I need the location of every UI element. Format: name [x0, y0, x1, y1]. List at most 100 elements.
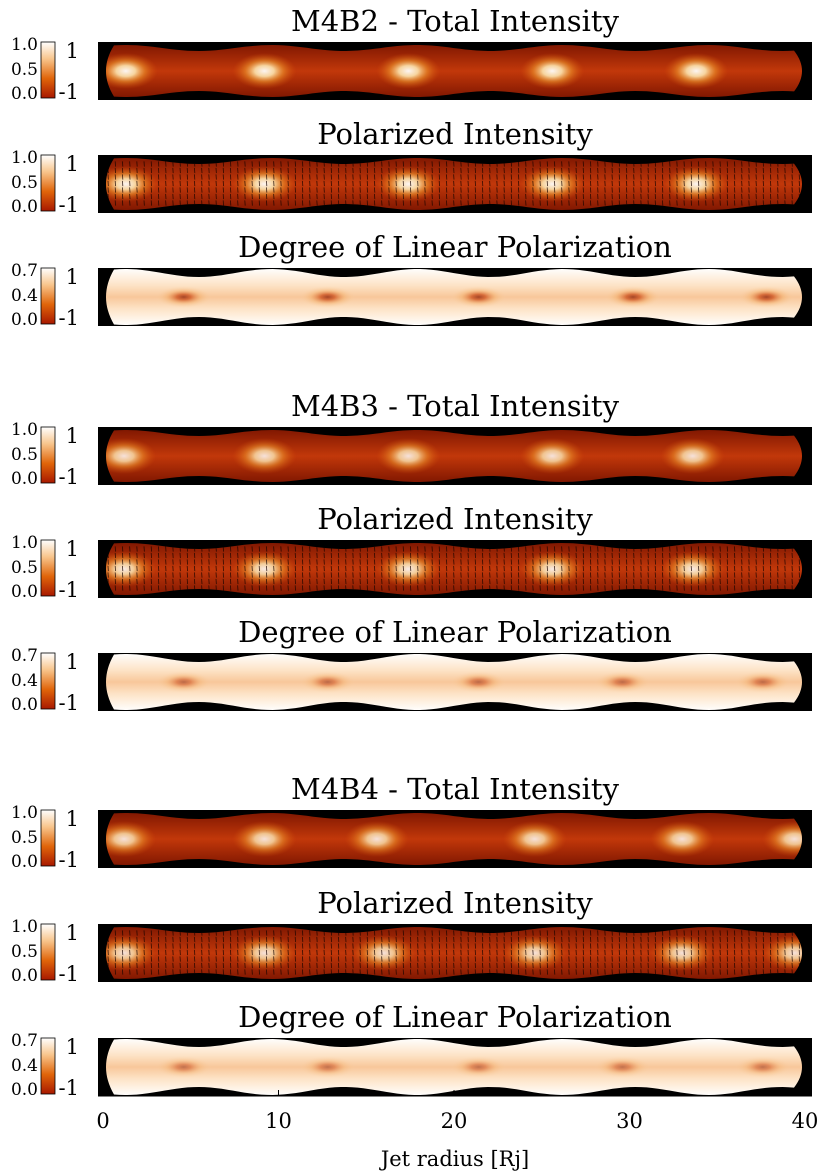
- colorbar-range-label: -1: [59, 193, 79, 217]
- colorbar-range-label: 1: [66, 650, 79, 674]
- panel-9: Degree of Linear Polarization 0.7 0.4 0.0 1 -…: [11, 1000, 812, 1100]
- colorbar-range-label: 1: [66, 807, 79, 831]
- emission-knot: [520, 438, 585, 474]
- panel-title: Degree of Linear Polarization: [238, 1000, 672, 1034]
- colorbar-tick-label: 0.5: [11, 558, 38, 578]
- emission-knot: [232, 438, 297, 474]
- x-tick-label: 0: [96, 1109, 109, 1133]
- colorbar-tick-label: 1.0: [11, 148, 38, 168]
- emission-knot: [376, 551, 441, 587]
- colorbar: 1.0 0.5 0.0 1 -1: [11, 148, 79, 217]
- emission-knot: [232, 551, 297, 587]
- jet-body: [106, 45, 802, 97]
- colorbar-gradient: [40, 426, 56, 484]
- emission-knot: [450, 671, 507, 693]
- colorbar-tick-label: 0.4: [11, 286, 38, 306]
- x-axis-label: Jet radius [Rj]: [379, 1147, 529, 1171]
- colorbar-range-label: -1: [59, 465, 79, 489]
- emission-knot: [520, 551, 585, 587]
- colorbar-tick-label: 0.0: [11, 469, 38, 489]
- jet-body: [106, 813, 802, 865]
- colorbar-range-label: 1: [66, 424, 79, 448]
- colorbar-range-label: -1: [59, 80, 79, 104]
- colorbar-tick-label: 0.5: [11, 445, 38, 465]
- emission-knot: [664, 53, 729, 89]
- colorbar-range-label: -1: [59, 1076, 79, 1100]
- panel-title: Degree of Linear Polarization: [238, 230, 672, 264]
- colorbar-gradient: [40, 41, 56, 99]
- panel-title: Polarized Intensity: [317, 117, 593, 151]
- jet-body: [106, 1039, 802, 1095]
- jet-body: [106, 654, 802, 710]
- colorbar-tick-label: 0.0: [11, 852, 38, 872]
- colorbar-tick-label: 0.7: [11, 646, 38, 666]
- emission-knot: [520, 53, 585, 89]
- colorbar-tick-label: 0.5: [11, 942, 38, 962]
- emission-knot: [106, 53, 158, 89]
- colorbar-range-label: 1: [66, 265, 79, 289]
- colorbar: 0.7 0.4 0.0 1 -1: [11, 261, 79, 330]
- colorbar: 1.0 0.5 0.0 1 -1: [11, 917, 79, 986]
- x-axis: 0 10 20 30 40 Jet radius [Rj]: [96, 1090, 818, 1171]
- emission-knot: [605, 286, 662, 308]
- colorbar-gradient: [40, 267, 56, 325]
- jet-body: [106, 430, 802, 482]
- colorbar-range-label: 1: [66, 39, 79, 63]
- colorbar-range-label: 1: [66, 1035, 79, 1059]
- panel-6: Degree of Linear Polarization 0.7 0.4 0.0 1 -…: [11, 615, 812, 715]
- colorbar-tick-label: 0.0: [11, 84, 38, 104]
- colorbar-range-label: 1: [66, 152, 79, 176]
- colorbar-gradient: [40, 923, 56, 981]
- colorbar-range-label: -1: [59, 962, 79, 986]
- colorbar: 1.0 0.5 0.0 1 -1: [11, 533, 79, 602]
- jet-body: [106, 269, 802, 325]
- panel-title: Degree of Linear Polarization: [238, 615, 672, 649]
- panel-title: M4B3 - Total Intensity: [291, 389, 620, 423]
- x-tick-label: 20: [441, 1109, 468, 1133]
- jet-body: [106, 927, 802, 979]
- emission-knot: [450, 1056, 507, 1078]
- colorbar-tick-label: 0.5: [11, 173, 38, 193]
- panel-title: Polarized Intensity: [317, 502, 593, 536]
- colorbar-tick-label: 1.0: [11, 533, 38, 553]
- emission-knot: [650, 821, 715, 857]
- emission-knot: [344, 821, 409, 857]
- emission-knot: [594, 671, 651, 693]
- colorbar-tick-label: 1.0: [11, 420, 38, 440]
- emission-knot: [106, 438, 157, 474]
- colorbar-tick-label: 0.4: [11, 671, 38, 691]
- emission-knot: [232, 166, 297, 202]
- colorbar-gradient: [40, 652, 56, 710]
- emission-knot: [450, 286, 507, 308]
- colorbar: 1.0 0.5 0.0 1 -1: [11, 803, 79, 872]
- emission-knot: [376, 53, 441, 89]
- colorbar-tick-label: 0.0: [11, 310, 38, 330]
- colorbar: 1.0 0.5 0.0 1 -1: [11, 35, 79, 104]
- panels-group: M4B2 - Total Intensity1.00.50.01-1Polari…: [11, 4, 812, 1100]
- colorbar-range-label: -1: [59, 848, 79, 872]
- emission-knot: [299, 671, 356, 693]
- jet-body: [106, 158, 802, 210]
- emission-knot: [232, 821, 297, 857]
- colorbar: 1.0 0.5 0.0 1 -1: [11, 420, 79, 489]
- colorbar-gradient: [40, 809, 56, 867]
- emission-knot: [155, 1056, 212, 1078]
- colorbar-tick-label: 0.0: [11, 1080, 38, 1100]
- colorbar-range-label: 1: [66, 921, 79, 945]
- emission-knot: [738, 286, 795, 308]
- colorbar-tick-label: 0.7: [11, 261, 38, 281]
- colorbar-tick-label: 1.0: [11, 803, 38, 823]
- emission-knot: [299, 286, 356, 308]
- colorbar-tick-label: 0.5: [11, 60, 38, 80]
- panel-8: Polarized Intensity 1.0 0.5 0.0 1 -1: [11, 886, 812, 986]
- colorbar-tick-label: 0.5: [11, 828, 38, 848]
- emission-knot: [734, 1056, 791, 1078]
- emission-knot: [106, 166, 158, 202]
- emission-knot: [520, 166, 585, 202]
- x-tick-label: 40: [792, 1109, 819, 1133]
- colorbar-tick-label: 0.4: [11, 1056, 38, 1076]
- colorbar-tick-label: 1.0: [11, 35, 38, 55]
- emission-knot: [762, 935, 802, 971]
- x-tick-label: 30: [616, 1109, 643, 1133]
- emission-knot: [664, 166, 729, 202]
